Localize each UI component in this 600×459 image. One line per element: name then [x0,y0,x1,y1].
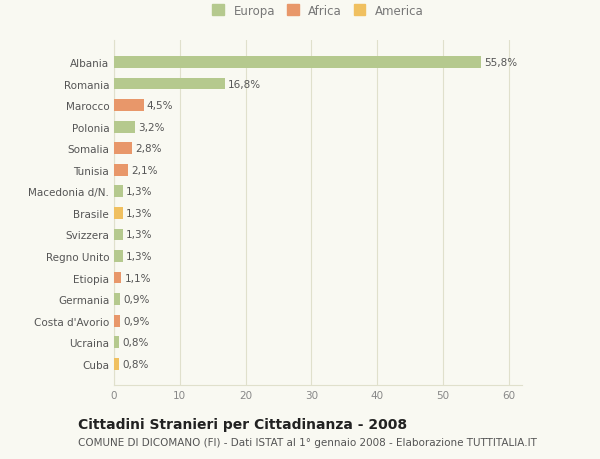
Bar [114,100,143,112]
Text: 0,9%: 0,9% [123,316,149,326]
Bar [114,78,224,90]
Text: 1,3%: 1,3% [126,187,152,197]
Bar [114,315,120,327]
Bar [114,207,122,219]
Text: 3,2%: 3,2% [139,123,165,132]
Text: 2,8%: 2,8% [136,144,162,154]
Bar [114,57,481,69]
Bar [114,186,122,198]
Bar [114,251,122,263]
Text: 0,8%: 0,8% [122,359,149,369]
Text: Cittadini Stranieri per Cittadinanza - 2008: Cittadini Stranieri per Cittadinanza - 2… [78,417,407,431]
Text: 2,1%: 2,1% [131,165,158,175]
Text: 1,3%: 1,3% [126,252,152,262]
Text: 1,3%: 1,3% [126,230,152,240]
Text: 16,8%: 16,8% [228,79,261,90]
Text: 4,5%: 4,5% [147,101,173,111]
Text: 0,9%: 0,9% [123,295,149,304]
Text: 1,3%: 1,3% [126,208,152,218]
Text: 55,8%: 55,8% [484,58,518,68]
Bar [114,272,121,284]
Bar [114,358,119,370]
Bar [114,143,133,155]
Bar [114,229,122,241]
Bar [114,164,128,176]
Bar [114,122,135,133]
Legend: Europa, Africa, America: Europa, Africa, America [210,2,426,20]
Text: 0,8%: 0,8% [122,337,149,347]
Text: COMUNE DI DICOMANO (FI) - Dati ISTAT al 1° gennaio 2008 - Elaborazione TUTTITALI: COMUNE DI DICOMANO (FI) - Dati ISTAT al … [78,437,537,447]
Text: 1,1%: 1,1% [125,273,151,283]
Bar [114,294,120,305]
Bar [114,336,119,348]
